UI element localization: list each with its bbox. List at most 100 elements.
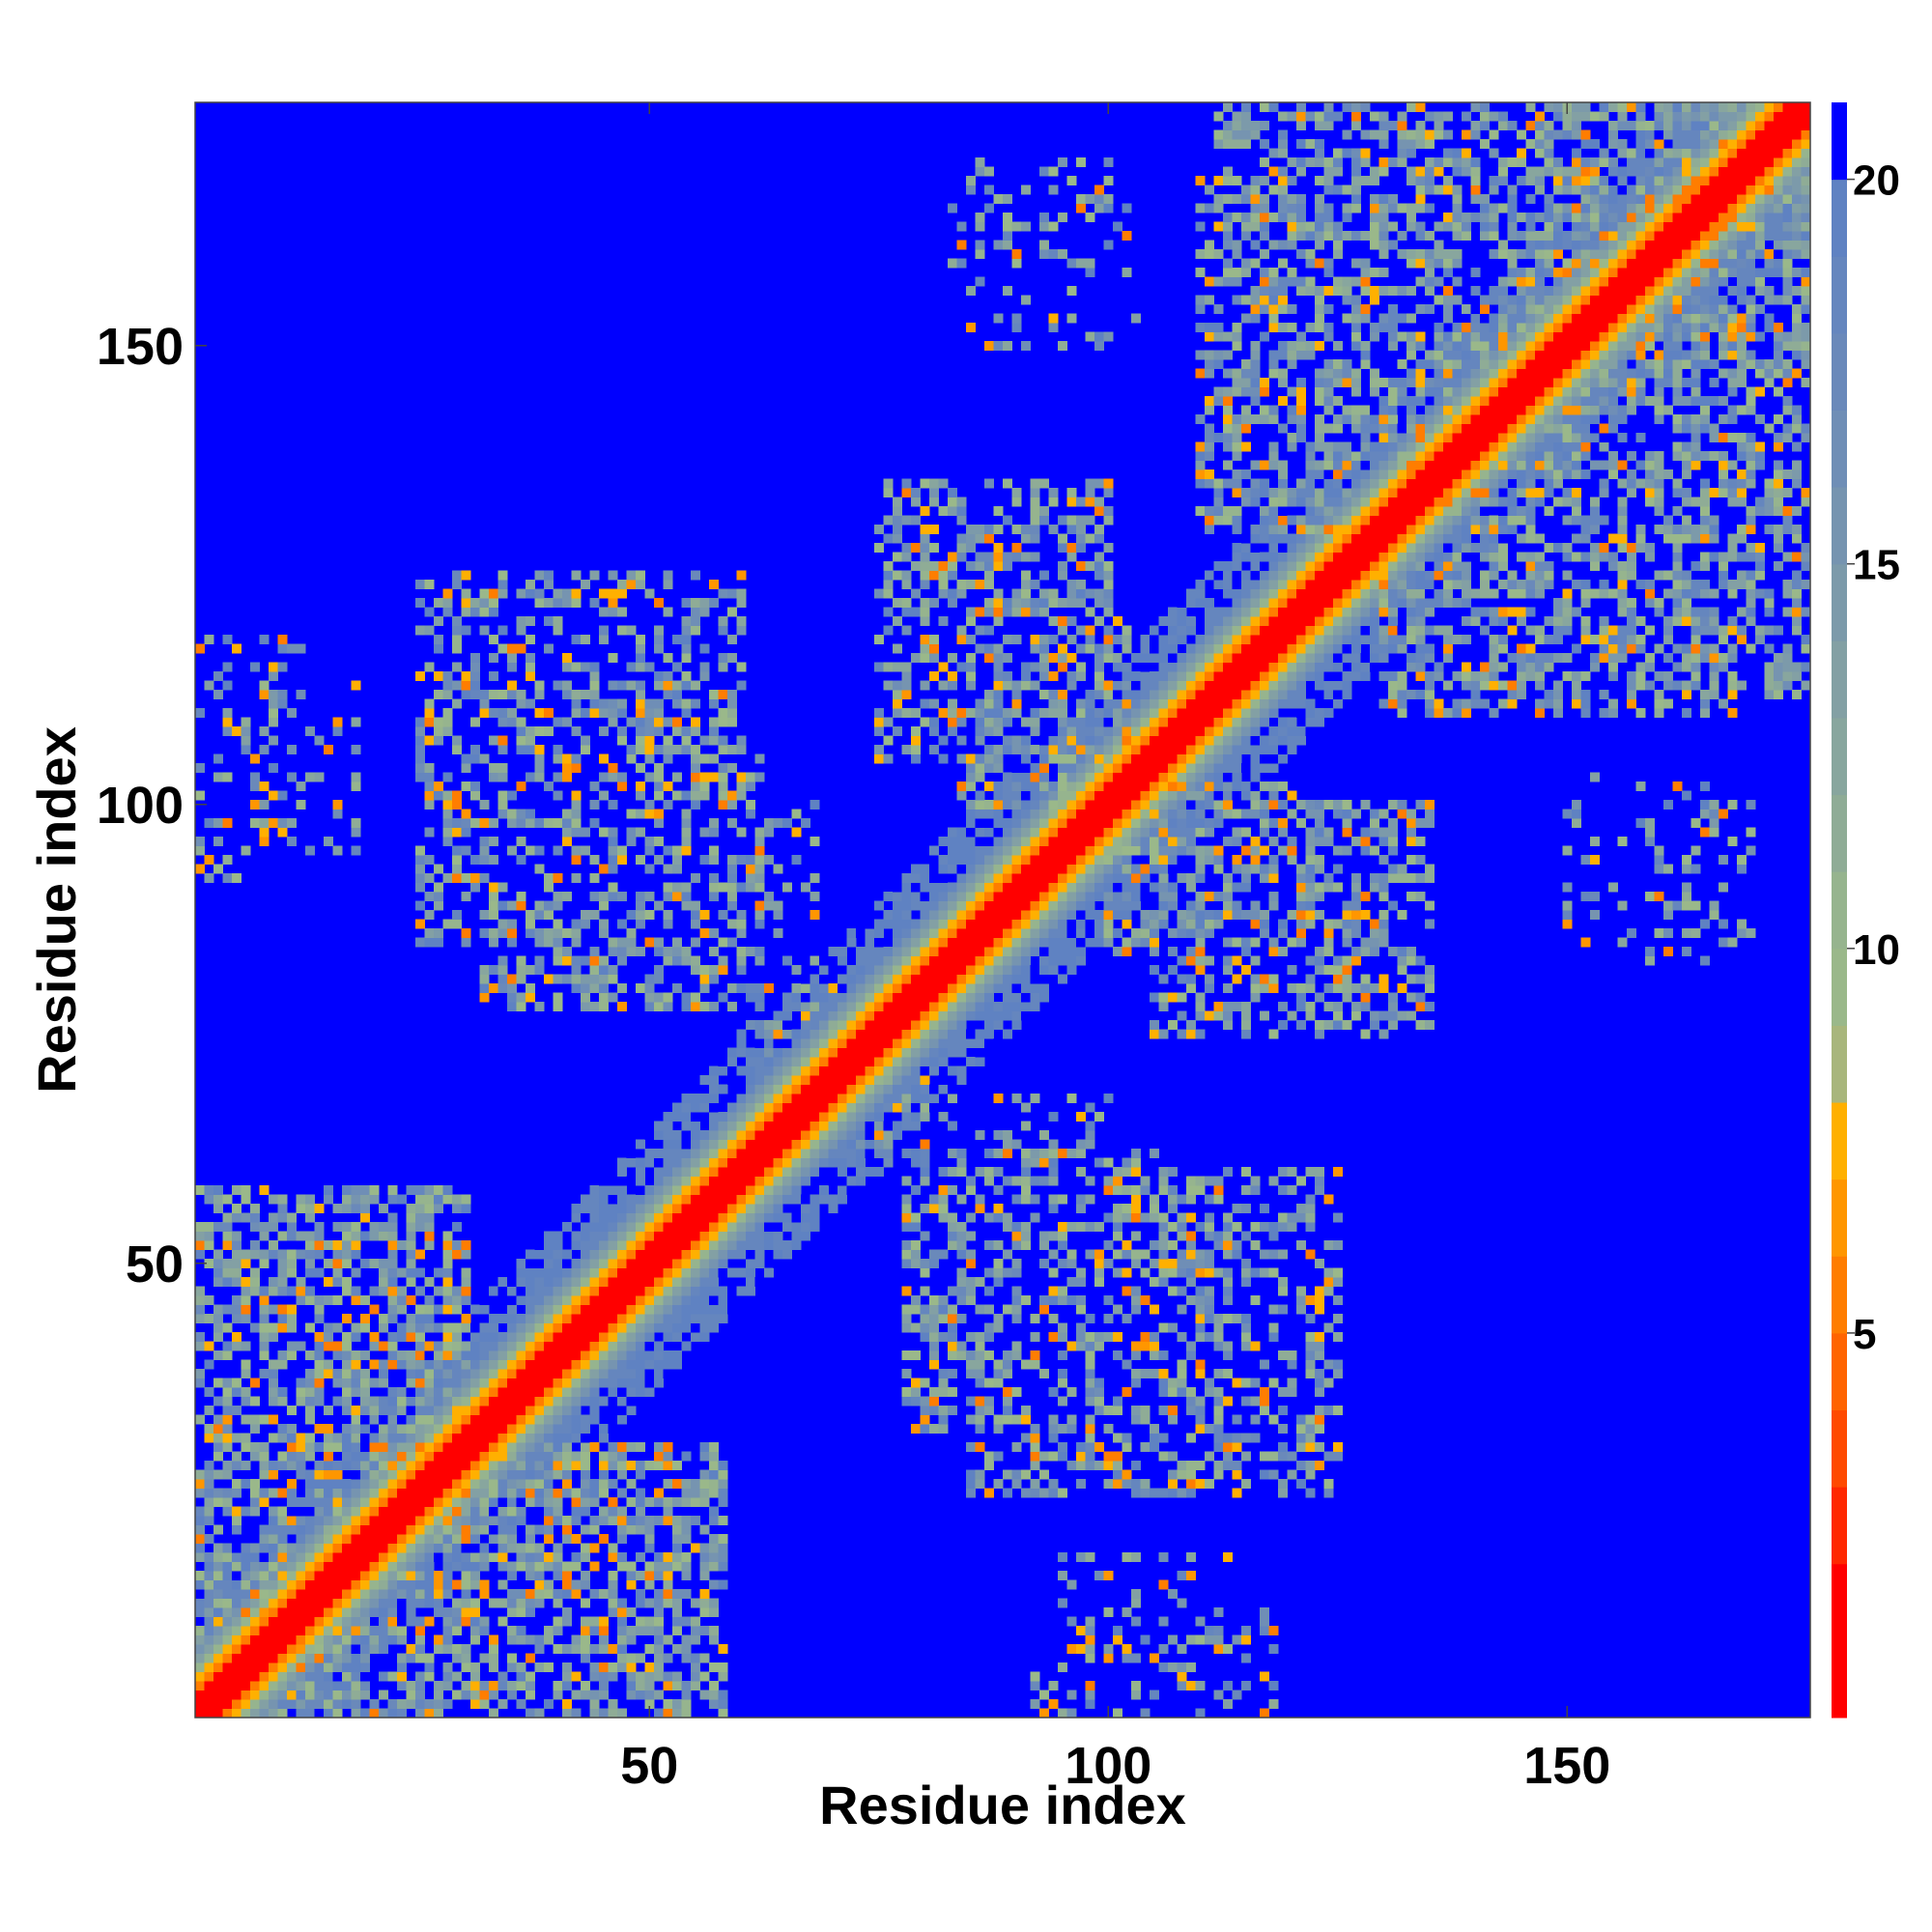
heatmap-cell [691, 1653, 700, 1663]
heatmap-cell [507, 1359, 517, 1370]
heatmap-cell [195, 1708, 205, 1719]
heatmap-cell [938, 900, 949, 911]
heatmap-cell [966, 671, 976, 681]
heatmap-cell [581, 1506, 590, 1517]
heatmap-cell [479, 1461, 490, 1470]
heatmap-cell [507, 1277, 517, 1287]
heatmap-cell [424, 1406, 435, 1415]
heatmap-cell [213, 1433, 223, 1443]
heatmap-cell [1021, 1167, 1031, 1177]
heatmap-cell [1011, 763, 1022, 773]
heatmap-cell [324, 1424, 333, 1434]
heatmap-cell [332, 1626, 343, 1635]
heatmap-cell [452, 1222, 462, 1232]
heatmap-cell [461, 1479, 471, 1489]
heatmap-cell [287, 1212, 297, 1223]
heatmap-cell [819, 1065, 829, 1076]
heatmap-cell [1011, 937, 1022, 948]
heatmap-cell [442, 809, 453, 819]
heatmap-cell [865, 1094, 875, 1103]
heatmap-cell [277, 1204, 288, 1213]
heatmap-cell [497, 1681, 508, 1690]
heatmap-cell [581, 1369, 590, 1378]
heatmap-cell [727, 1295, 737, 1305]
heatmap-cell [442, 1634, 453, 1645]
heatmap-cell [195, 1681, 205, 1690]
heatmap-cell [617, 1451, 627, 1462]
heatmap-cell [608, 1249, 618, 1260]
heatmap-cell [269, 790, 278, 801]
heatmap-cell [966, 1359, 976, 1370]
heatmap-cell [342, 1387, 352, 1397]
heatmap-cell [442, 690, 453, 699]
heatmap-cell [1030, 1314, 1040, 1323]
heatmap-cell [470, 1552, 480, 1562]
heatmap-cell [920, 1020, 930, 1030]
heatmap-cell [553, 1616, 563, 1627]
heatmap-cell [901, 680, 912, 691]
heatmap-cell [626, 1350, 637, 1360]
heatmap-cell [581, 1681, 590, 1690]
heatmap-cell [608, 653, 618, 663]
heatmap-cell [222, 1378, 233, 1388]
heatmap-cell [442, 1442, 453, 1452]
heatmap-cell [489, 1598, 498, 1608]
heatmap-cell [993, 974, 1004, 984]
heatmap-cell [920, 1029, 930, 1039]
heatmap-cell [379, 1653, 388, 1663]
heatmap-cell [332, 1433, 343, 1443]
heatmap-cell [507, 1524, 517, 1535]
heatmap-cell [929, 478, 939, 489]
heatmap-cell [589, 1406, 600, 1415]
heatmap-cell [901, 974, 912, 984]
heatmap-cell [562, 1332, 572, 1342]
heatmap-cell [801, 983, 810, 993]
heatmap-cell [581, 745, 590, 754]
heatmap-cell [397, 1387, 407, 1397]
heatmap-cell [360, 1322, 370, 1333]
heatmap-cell [736, 947, 747, 956]
heatmap-cell [672, 1607, 682, 1617]
heatmap-cell [617, 1332, 627, 1342]
heatmap-cell [801, 1222, 810, 1232]
heatmap-cell [544, 1479, 554, 1489]
heatmap-cell [589, 698, 600, 709]
heatmap-cell [956, 827, 967, 838]
heatmap-cell [608, 1194, 618, 1205]
heatmap-cell [544, 928, 554, 938]
heatmap-cell [1003, 992, 1012, 1003]
heatmap-cell [534, 937, 545, 948]
heatmap-cell [608, 1451, 618, 1462]
heatmap-cell [929, 1084, 939, 1094]
heatmap-cell [791, 1139, 802, 1150]
heatmap-cell [379, 1341, 388, 1351]
heatmap-cell [956, 735, 967, 746]
heatmap-cell [415, 1350, 425, 1360]
heatmap-cell [314, 1598, 325, 1608]
heatmap-cell [259, 1616, 270, 1627]
heatmap-cell [424, 1461, 435, 1470]
heatmap-cell [497, 1469, 508, 1480]
heatmap-cell [644, 1516, 655, 1525]
heatmap-cell [305, 1469, 315, 1480]
heatmap-cell [828, 1176, 838, 1186]
heatmap-cell [993, 1094, 1004, 1103]
heatmap-cell [782, 1010, 792, 1021]
heatmap-cell [920, 1396, 930, 1406]
heatmap-cell [461, 690, 471, 699]
heatmap-cell [617, 1406, 627, 1415]
heatmap-cell [865, 1020, 875, 1030]
heatmap-cell [360, 1626, 370, 1635]
heatmap-cell [424, 1497, 435, 1507]
heatmap-cell [277, 1662, 288, 1672]
heatmap-cell [599, 864, 609, 874]
heatmap-cell [241, 1616, 251, 1627]
heatmap-cell [938, 1057, 949, 1066]
heatmap-cell [782, 1038, 792, 1048]
heatmap-cell [1030, 533, 1040, 544]
heatmap-cell [782, 1020, 792, 1030]
heatmap-cell [581, 1488, 590, 1498]
heatmap-cell [901, 1094, 912, 1103]
heatmap-cell [727, 1112, 737, 1122]
heatmap-cell [865, 1102, 875, 1113]
